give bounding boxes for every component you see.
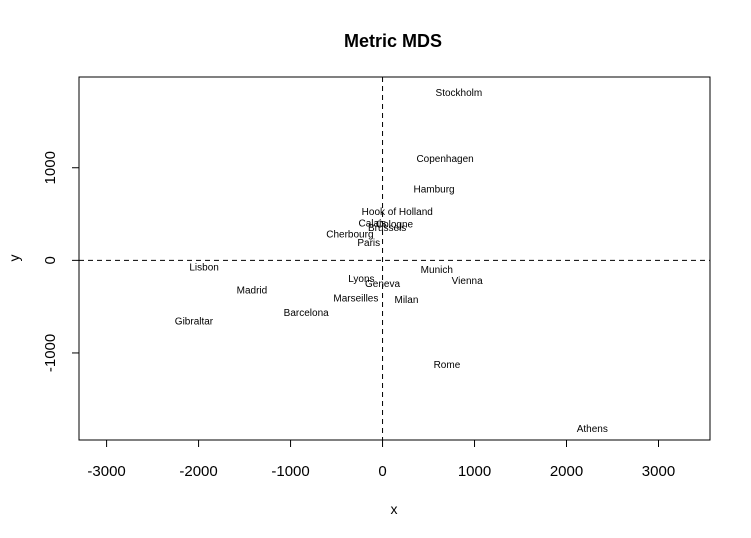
x-tick-label: 2000 [550, 463, 583, 480]
x-tick-label: 1000 [458, 463, 491, 480]
y-axis-label: y [6, 255, 22, 262]
point-label: Lisbon [189, 262, 218, 273]
x-tick-label: -3000 [87, 463, 125, 480]
x-tick-label: -1000 [271, 463, 309, 480]
point-label: Hook of Holland [362, 207, 433, 218]
y-tick-label: 0 [42, 256, 59, 264]
point-label: Calais [359, 218, 387, 229]
point-label: Brussels [368, 223, 406, 234]
x-axis: -3000 -2000 -1000 0 1000 2000 3000 [87, 439, 675, 480]
point-label: Cherbourg [326, 229, 373, 240]
x-tick-label: -2000 [179, 463, 217, 480]
x-axis-label: x [391, 501, 398, 517]
point-label: Munich [421, 265, 453, 276]
point-label: Rome [434, 360, 461, 371]
x-tick-label: 3000 [642, 463, 675, 480]
y-axis: -1000 0 1000 [42, 151, 80, 372]
point-label: Marseilles [333, 293, 378, 304]
x-tick-label: 0 [378, 463, 386, 480]
point-label: Paris [357, 238, 380, 249]
chart-title: Metric MDS [344, 31, 442, 51]
point-label: Barcelona [284, 308, 329, 319]
point-label: Geneva [365, 279, 400, 290]
point-label: Vienna [452, 276, 483, 287]
point-label: Gibraltar [175, 317, 214, 328]
point-label: Hamburg [413, 185, 454, 196]
y-tick-label: 1000 [42, 151, 59, 184]
point-label: Stockholm [436, 88, 483, 99]
point-label: Lyons [348, 274, 374, 285]
point-label: Copenhagen [416, 154, 473, 165]
point-labels: Stockholm Copenhagen Hamburg Hook of Hollan… [175, 88, 608, 435]
point-label: Madrid [237, 285, 268, 296]
point-label: Cologne [376, 219, 414, 230]
point-label: Milan [395, 295, 419, 306]
y-tick-label: -1000 [42, 334, 59, 372]
point-label: Athens [577, 424, 608, 435]
